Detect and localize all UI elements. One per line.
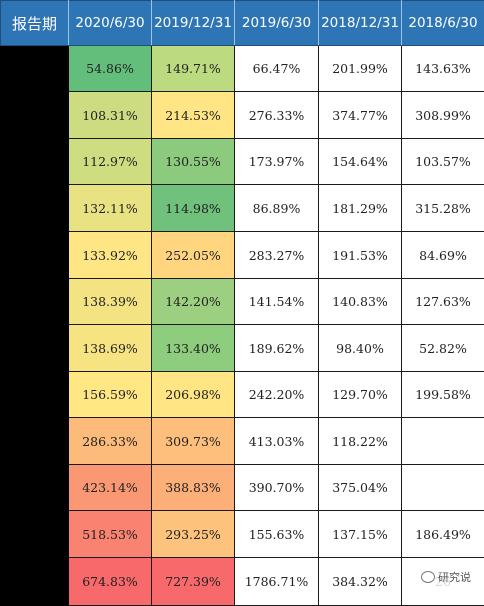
header-cell: 2018/12/31 bbox=[319, 1, 402, 46]
value-cell: 138.69% bbox=[69, 325, 152, 372]
value-cell: 66.47% bbox=[235, 46, 319, 92]
value-cell: 114.98% bbox=[152, 185, 235, 232]
watermark-text: 研究说 bbox=[438, 569, 471, 585]
value-cell: 155.63% bbox=[235, 511, 319, 558]
row-label-cell bbox=[1, 418, 69, 465]
value-cell: 143.63% bbox=[402, 46, 484, 92]
value-cell: 129.70% bbox=[319, 372, 402, 418]
value-cell: 181.29% bbox=[319, 185, 402, 232]
value-cell: 252.05% bbox=[152, 232, 235, 279]
row-label-cell bbox=[1, 372, 69, 418]
value-cell: 133.40% bbox=[152, 325, 235, 372]
value-cell: 52.82% bbox=[402, 325, 484, 372]
header-cell: 2018/6/30 bbox=[402, 1, 484, 46]
value-cell: 149.71% bbox=[152, 46, 235, 92]
value-cell: 186.49% bbox=[402, 511, 484, 558]
row-label-cell bbox=[1, 139, 69, 185]
header-cell: 2019/12/31 bbox=[152, 1, 235, 46]
value-cell bbox=[402, 465, 484, 511]
value-cell: 423.14% bbox=[69, 465, 152, 511]
value-cell: 201.99% bbox=[319, 46, 402, 92]
value-cell: 156.59% bbox=[69, 372, 152, 418]
value-cell: 283.27% bbox=[235, 232, 319, 279]
value-cell: 140.83% bbox=[319, 279, 402, 325]
value-cell: 374.77% bbox=[319, 92, 402, 139]
value-cell: 112.97% bbox=[69, 139, 152, 185]
table-row: 423.14%388.83%390.70%375.04% bbox=[1, 465, 484, 511]
value-cell: 242.20% bbox=[235, 372, 319, 418]
value-cell: 309.73% bbox=[152, 418, 235, 465]
value-cell: 127.63% bbox=[402, 279, 484, 325]
value-cell: 142.20% bbox=[152, 279, 235, 325]
value-cell: 674.83% bbox=[69, 558, 152, 606]
header-cell: 2019/6/30 bbox=[235, 1, 319, 46]
value-cell: 137.15% bbox=[319, 511, 402, 558]
row-label-cell bbox=[1, 185, 69, 232]
value-cell: 132.11% bbox=[69, 185, 152, 232]
value-cell: 1786.71% bbox=[235, 558, 319, 606]
table-row: 156.59%206.98%242.20%129.70%199.58% bbox=[1, 372, 484, 418]
value-cell: 727.39% bbox=[152, 558, 235, 606]
value-cell: 276.33% bbox=[235, 92, 319, 139]
wechat-icon bbox=[421, 571, 435, 583]
value-cell: 413.03% bbox=[235, 418, 319, 465]
value-cell: 214.53% bbox=[152, 92, 235, 139]
value-cell: 103.57% bbox=[402, 139, 484, 185]
table-row: 138.39%142.20%141.54%140.83%127.63% bbox=[1, 279, 484, 325]
value-cell: 286.33% bbox=[69, 418, 152, 465]
value-cell: 388.83% bbox=[152, 465, 235, 511]
value-cell: 84.69% bbox=[402, 232, 484, 279]
value-cell: 293.25% bbox=[152, 511, 235, 558]
row-label-cell bbox=[1, 46, 69, 92]
value-cell: 138.39% bbox=[69, 279, 152, 325]
table-body: 54.86%149.71%66.47%201.99%143.63%108.31%… bbox=[1, 46, 484, 606]
value-cell: 54.86% bbox=[69, 46, 152, 92]
value-cell: 191.53% bbox=[319, 232, 402, 279]
value-cell: 199.58% bbox=[402, 372, 484, 418]
value-cell: 86.89% bbox=[235, 185, 319, 232]
value-cell: 98.40% bbox=[319, 325, 402, 372]
value-cell: 518.53% bbox=[69, 511, 152, 558]
value-cell: 154.64% bbox=[319, 139, 402, 185]
row-label-cell bbox=[1, 232, 69, 279]
table-row: 286.33%309.73%413.03%118.22% bbox=[1, 418, 484, 465]
value-cell: 308.99% bbox=[402, 92, 484, 139]
table-row: 133.92%252.05%283.27%191.53%84.69% bbox=[1, 232, 484, 279]
value-cell: 315.28% bbox=[402, 185, 484, 232]
header-cell: 2020/6/30 bbox=[69, 1, 152, 46]
table-row: 132.11%114.98%86.89%181.29%315.28% bbox=[1, 185, 484, 232]
row-label-cell bbox=[1, 558, 69, 606]
header-label-cell: 报告期 bbox=[1, 1, 69, 46]
row-label-cell bbox=[1, 511, 69, 558]
value-cell: 118.22% bbox=[319, 418, 402, 465]
table-row: 112.97%130.55%173.97%154.64%103.57% bbox=[1, 139, 484, 185]
value-cell: 173.97% bbox=[235, 139, 319, 185]
value-cell: 390.70% bbox=[235, 465, 319, 511]
table-row: 138.69%133.40%189.62%98.40%52.82% bbox=[1, 325, 484, 372]
value-cell: 130.55% bbox=[152, 139, 235, 185]
row-label-cell bbox=[1, 92, 69, 139]
value-cell bbox=[402, 418, 484, 465]
watermark: 研究说 bbox=[412, 566, 480, 588]
table-row: 518.53%293.25%155.63%137.15%186.49% bbox=[1, 511, 484, 558]
row-label-cell bbox=[1, 465, 69, 511]
row-label-cell bbox=[1, 325, 69, 372]
value-cell: 375.04% bbox=[319, 465, 402, 511]
table-row: 108.31%214.53%276.33%374.77%308.99% bbox=[1, 92, 484, 139]
value-cell: 141.54% bbox=[235, 279, 319, 325]
row-label-cell bbox=[1, 279, 69, 325]
value-cell: 384.32% bbox=[319, 558, 402, 606]
value-cell: 189.62% bbox=[235, 325, 319, 372]
header-row: 报告期 2020/6/30 2019/12/31 2019/6/30 2018/… bbox=[1, 1, 484, 46]
value-cell: 206.98% bbox=[152, 372, 235, 418]
value-cell: 108.31% bbox=[69, 92, 152, 139]
table-row: 54.86%149.71%66.47%201.99%143.63% bbox=[1, 46, 484, 92]
value-cell: 133.92% bbox=[69, 232, 152, 279]
